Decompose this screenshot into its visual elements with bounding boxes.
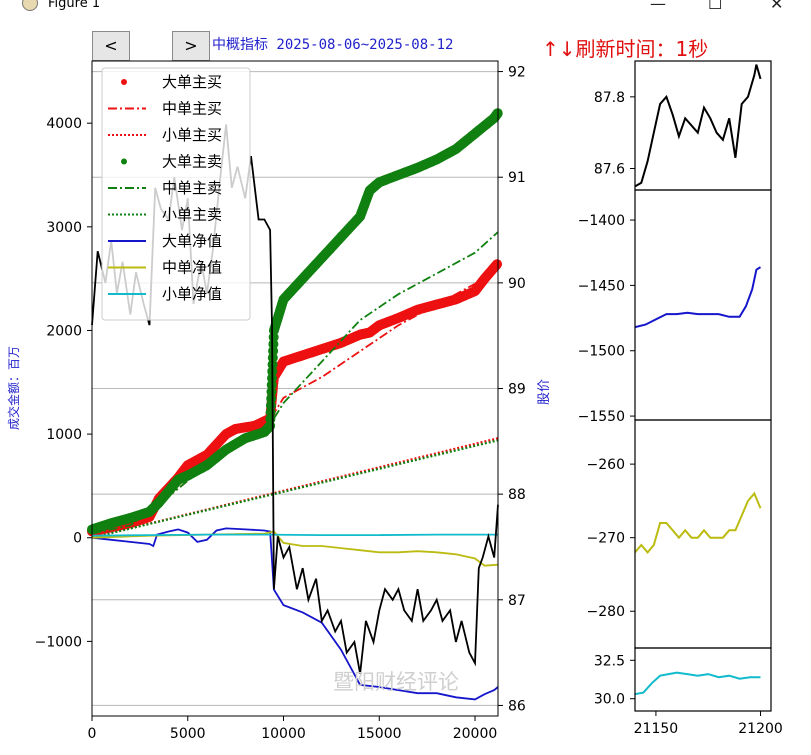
main-plot-frame (91, 60, 499, 717)
x-tick-label-4: 20000 (453, 726, 498, 742)
legend-label-3: 大单主卖 (162, 153, 222, 171)
chart-title: 中概指标 2025-08-06~2025-08-12 (212, 37, 454, 53)
x-tick-label-0: 0 (88, 726, 97, 742)
y2-tick-label-4: 90 (508, 276, 526, 292)
window-title: Figure 1 (48, 0, 101, 11)
y2-tick-label-6: 92 (508, 65, 526, 81)
legend-label-1: 中单主买 (162, 100, 222, 118)
panel-2-y-tick-label-2: −260 (587, 457, 625, 473)
panel-1-series-line (635, 266, 762, 329)
panel-2-y-tick-label-0: −280 (587, 604, 625, 620)
legend-box (101, 67, 251, 321)
panel-3-series-line (635, 671, 761, 696)
legend-marker-0 (121, 79, 127, 85)
panel-2-y-tick-label-1: −270 (587, 531, 625, 547)
panel-3-x-tick-label-0: 21150 (634, 721, 679, 737)
series-1-line (91, 267, 499, 535)
panel-3-x-tick-label-1: 21200 (738, 721, 783, 737)
y-tick-label-5: 4000 (46, 116, 82, 132)
legend-label-0: 大单主买 (162, 73, 222, 91)
legend-label-6: 大单净值 (162, 232, 222, 250)
legend-label-7: 中单净值 (162, 259, 222, 277)
panel-3-frame (634, 647, 772, 712)
y-tick-label-2: 1000 (46, 427, 82, 443)
panel-2-series-line (635, 491, 762, 554)
y-tick-label-0: −1000 (35, 634, 82, 650)
watermark: 暨阳财经评论 (333, 670, 459, 694)
legend-label-4: 中单主卖 (162, 179, 222, 197)
x-tick-label-3: 15000 (357, 726, 402, 742)
legend-label-5: 小单主卖 (162, 206, 222, 224)
panel-1-y-tick-label-2: −1450 (578, 278, 625, 294)
y-tick-label-3: 2000 (46, 323, 82, 339)
series-4-line (91, 231, 499, 535)
panel-0-y-tick-label-0: 87.6 (594, 162, 625, 178)
legend-label-8: 小单净值 (162, 285, 222, 303)
minimize-button[interactable]: — (650, 0, 666, 13)
panel-3-y-tick-label-1: 32.5 (594, 653, 625, 669)
refresh-label: ↑↓刷新时间：1秒 (542, 37, 709, 61)
y-tick-label-4: 3000 (46, 220, 82, 236)
panel-1-frame (634, 189, 772, 421)
y2-tick-label-2: 88 (508, 487, 526, 503)
app-icon (22, 0, 38, 11)
y2-tick-label-5: 91 (508, 170, 526, 186)
panel-3-y-tick-label-0: 30.0 (594, 692, 625, 708)
y-tick-label-1: 0 (73, 531, 82, 547)
panel-1-y-tick-label-0: −1550 (578, 409, 625, 425)
panel-2-frame (634, 419, 772, 649)
series-7-line (91, 530, 499, 567)
y-axis-label: 成交金额：百万 (6, 346, 21, 430)
y2-axis-label: 股价 (537, 379, 552, 405)
y2-tick-label-0: 86 (508, 698, 526, 714)
y2-tick-label-1: 87 (508, 593, 526, 609)
panel-0-series-line (635, 64, 762, 188)
panel-1-y-tick-label-1: −1500 (578, 344, 625, 360)
series-5-line (91, 439, 499, 539)
panel-0-y-tick-label-1: 87.8 (594, 90, 625, 106)
x-tick-label-2: 10000 (261, 726, 306, 742)
series-0-point (492, 259, 503, 270)
x-tick-label-1: 5000 (170, 726, 206, 742)
window-titlebar: Figure 1 — ☐ ✕ (0, 0, 811, 14)
legend-marker-3 (121, 158, 127, 165)
legend-label-2: 小单主买 (162, 126, 222, 144)
panel-1-y-tick-label-3: −1400 (578, 213, 625, 229)
maximize-button[interactable]: ☐ (708, 0, 723, 13)
prev-button[interactable]: < (92, 31, 130, 61)
series-8-line (91, 533, 498, 537)
close-button[interactable]: ✕ (770, 0, 784, 13)
y2-tick-label-3: 89 (508, 382, 526, 398)
